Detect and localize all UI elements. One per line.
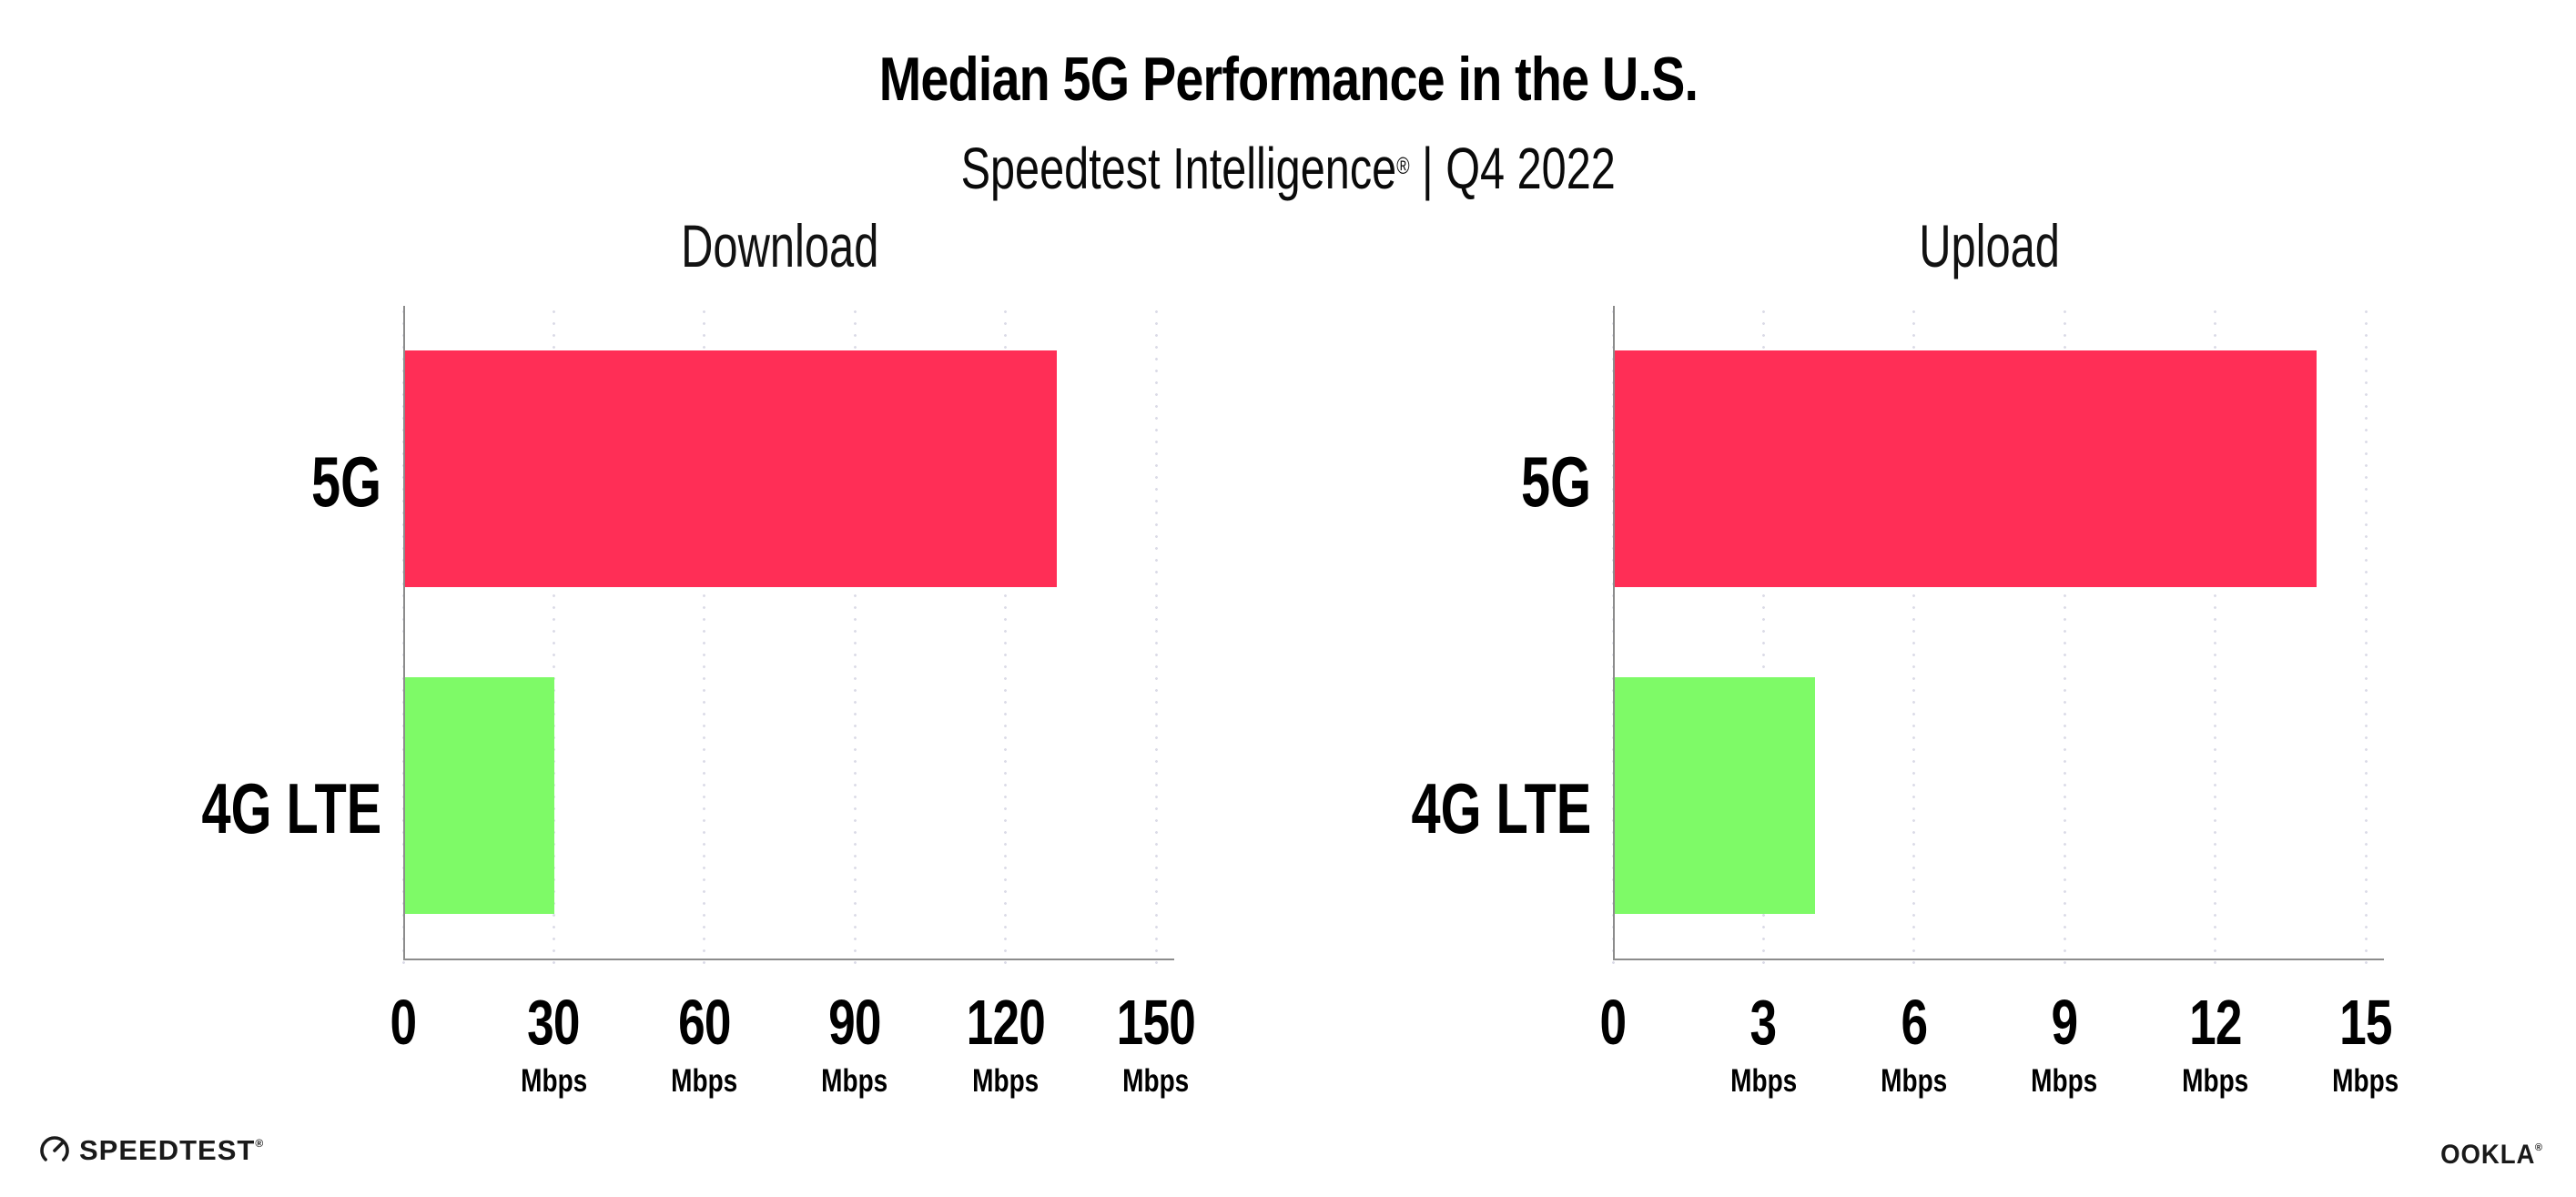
- speedtest-wordmark: SPEEDTEST®: [79, 1134, 265, 1166]
- download-plot-area: [401, 306, 1174, 968]
- gridline: [1912, 306, 1916, 968]
- download-chart-title: Download: [680, 212, 879, 279]
- speedtest-logo: SPEEDTEST®: [38, 1134, 264, 1167]
- x-tick-90: 90 Mbps: [782, 990, 928, 1097]
- registered-trademark-symbol: ®: [255, 1137, 265, 1150]
- upload-chart: Upload 5G 4G LTE 0 3 Mbps 6 Mbps 9 Mbps 12 Mbps 15 M…: [1313, 209, 2399, 1111]
- subtitle-period: | Q4 2022: [1409, 136, 1616, 202]
- x-tick-unit: Mbps: [520, 1063, 587, 1099]
- x-tick-value: 6: [1901, 987, 1928, 1058]
- x-axis-line: [403, 959, 1174, 960]
- x-tick-unit: Mbps: [2031, 1063, 2098, 1099]
- x-tick-value: 0: [390, 987, 418, 1058]
- x-tick-unit: Mbps: [1729, 1063, 1797, 1099]
- y-axis-line: [403, 306, 405, 960]
- x-tick-9: 9 Mbps: [1992, 990, 2137, 1097]
- gridline: [703, 306, 706, 968]
- x-tick-unit: Mbps: [1122, 1063, 1190, 1099]
- category-label-5g: 5G: [310, 441, 381, 522]
- upload-chart-title: Upload: [1919, 212, 2060, 279]
- bar-4g-lte: [1614, 676, 1815, 914]
- x-tick-value: 60: [677, 987, 731, 1058]
- x-tick-30: 30 Mbps: [481, 990, 626, 1097]
- page-title-text: Median 5G Performance in the U.S.: [878, 44, 1698, 114]
- subtitle-brand: Speedtest Intelligence: [960, 136, 1397, 202]
- x-tick-0: 0: [330, 990, 476, 1054]
- category-label-4g-lte: 4G LTE: [1411, 767, 1591, 848]
- x-tick-value: 12: [2188, 987, 2242, 1058]
- x-tick-12: 12 Mbps: [2143, 990, 2288, 1097]
- x-tick-value: 3: [1749, 987, 1778, 1058]
- x-tick-value: 150: [1116, 987, 1196, 1058]
- upload-plot-area: [1611, 306, 2384, 968]
- speedtest-gauge-icon: [38, 1134, 71, 1167]
- category-label-4g-lte: 4G LTE: [201, 767, 381, 848]
- ookla-wordmark: OOKLA: [2439, 1140, 2535, 1170]
- gridline: [2063, 306, 2066, 968]
- x-axis-line: [1613, 959, 2384, 960]
- bar-5g: [404, 350, 1057, 588]
- page-subtitle: Speedtest Intelligence® | Q4 2022: [0, 134, 2576, 204]
- x-tick-unit: Mbps: [671, 1063, 738, 1099]
- gridline: [2364, 306, 2368, 968]
- page-title: Median 5G Performance in the U.S.: [0, 44, 2576, 115]
- x-tick-unit: Mbps: [2182, 1063, 2249, 1099]
- gridline: [552, 306, 555, 968]
- download-chart: Download 5G 4G LTE 0 30 Mbps 60 Mbps 90 Mbps 120 M…: [103, 209, 1196, 1111]
- gridline: [1154, 306, 1158, 968]
- gridline: [1004, 306, 1008, 968]
- x-tick-unit: Mbps: [2332, 1063, 2399, 1099]
- ookla-logo: OOKLA®: [2432, 1140, 2543, 1171]
- x-tick-value: 120: [966, 987, 1045, 1058]
- bar-5g: [1614, 350, 2317, 588]
- x-tick-6: 6 Mbps: [1841, 990, 1987, 1097]
- x-tick-3: 3 Mbps: [1690, 990, 1836, 1097]
- registered-trademark-symbol: ®: [2534, 1142, 2543, 1153]
- x-tick-15: 15 Mbps: [2293, 990, 2439, 1097]
- gridline: [1761, 306, 1765, 968]
- gridline: [2214, 306, 2217, 968]
- gridline: [853, 306, 857, 968]
- y-axis-line: [1613, 306, 1615, 960]
- x-tick-unit: Mbps: [1881, 1063, 1948, 1099]
- x-tick-value: 90: [828, 987, 882, 1058]
- x-tick-value: 9: [2051, 987, 2079, 1058]
- x-tick-unit: Mbps: [972, 1063, 1040, 1099]
- x-tick-value: 0: [1599, 987, 1628, 1058]
- registered-trademark-symbol: ®: [1396, 154, 1410, 180]
- x-tick-value: 30: [527, 987, 581, 1058]
- x-tick-0: 0: [1540, 990, 1686, 1054]
- x-tick-150: 150 Mbps: [1083, 990, 1229, 1097]
- x-tick-120: 120 Mbps: [933, 990, 1079, 1097]
- x-tick-60: 60 Mbps: [632, 990, 777, 1097]
- category-label-5g: 5G: [1520, 441, 1591, 522]
- x-tick-unit: Mbps: [821, 1063, 888, 1099]
- x-tick-value: 15: [2339, 987, 2392, 1058]
- bar-4g-lte: [404, 676, 555, 914]
